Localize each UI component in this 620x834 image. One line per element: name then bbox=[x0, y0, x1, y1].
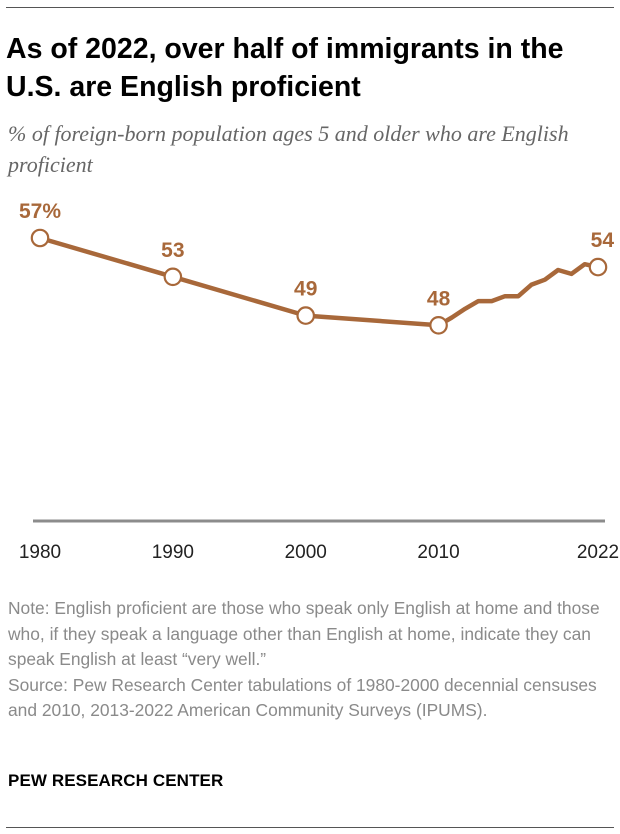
chart-notes: Note: English proficient are those who s… bbox=[8, 596, 613, 724]
data-label: 53 bbox=[161, 239, 184, 262]
source-text: Source: Pew Research Center tabulations … bbox=[8, 674, 597, 721]
marker-layer bbox=[30, 228, 608, 335]
brand-logo-text: PEW RESEARCH CENTER bbox=[8, 771, 224, 790]
x-tick-label: 2010 bbox=[417, 542, 459, 563]
data-point-marker bbox=[588, 257, 608, 277]
x-tick-label: 2000 bbox=[285, 542, 327, 563]
data-label-layer: 57% 53 49 48 54 bbox=[19, 200, 614, 310]
data-point-marker bbox=[30, 228, 50, 248]
x-tick-label: 1980 bbox=[19, 542, 61, 563]
chart-title: As of 2022, over half of immigrants in t… bbox=[6, 33, 564, 103]
data-label: 54 bbox=[591, 229, 615, 252]
series-line-layer bbox=[37, 235, 601, 328]
bottom-rule bbox=[6, 827, 614, 828]
data-point-marker bbox=[429, 315, 448, 335]
note-text: Note: English proficient are those who s… bbox=[8, 598, 600, 669]
data-label: 57% bbox=[19, 200, 61, 223]
x-tick-label: 2022 bbox=[577, 542, 619, 563]
data-point-marker bbox=[296, 306, 316, 325]
top-rule bbox=[6, 7, 614, 8]
x-axis: 1980 1990 2000 2010 2022 bbox=[19, 519, 619, 563]
data-label: 48 bbox=[427, 287, 451, 310]
chart-subtitle: % of foreign-born population ages 5 and … bbox=[8, 121, 569, 177]
series-line bbox=[37, 235, 601, 328]
data-point-marker bbox=[163, 267, 183, 287]
line-chart: 1980 1990 2000 2010 2022 57% 53 49 48 54 bbox=[19, 200, 619, 563]
data-label: 49 bbox=[294, 278, 317, 301]
x-tick-label: 1990 bbox=[152, 542, 194, 563]
